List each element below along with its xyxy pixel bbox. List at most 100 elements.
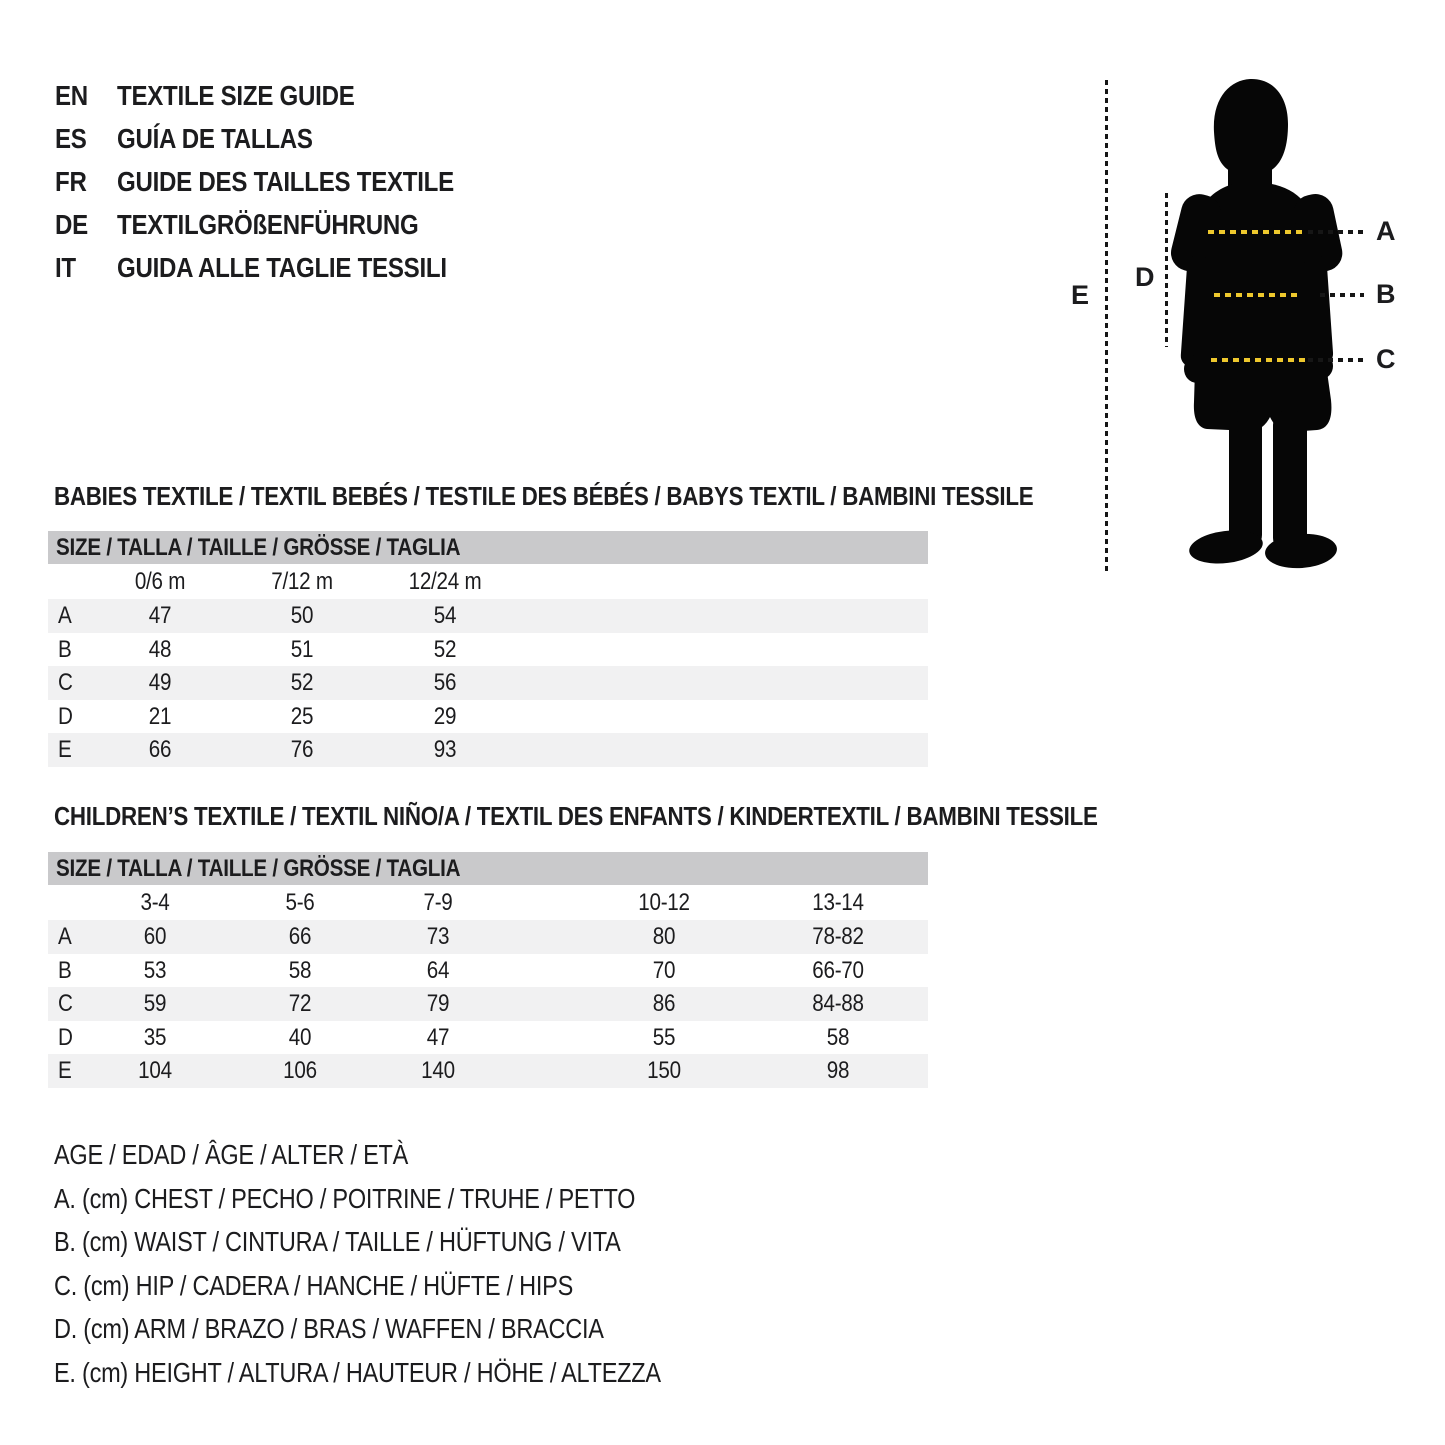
language-code: IT (55, 251, 76, 283)
table-cell: 140 (421, 1057, 455, 1084)
table-cell: 86 (652, 990, 676, 1017)
waist-leader-line-b (1320, 293, 1364, 297)
table-cell: 47 (148, 602, 172, 629)
table-cell: 52 (433, 635, 457, 663)
legend-arm: D. (cm) ARM / BRAZO / BRAS / WAFFEN / BR… (54, 1313, 604, 1345)
row-label: D (58, 1023, 73, 1051)
table-cell: 78-82 (812, 923, 864, 950)
column-header: 0/6 m (134, 568, 186, 595)
table-cell: 98 (826, 1057, 850, 1084)
row-label: E (58, 1057, 72, 1084)
table-row-e: E 104 106 140 150 98 (48, 1054, 928, 1088)
table-cell: 35 (143, 1023, 167, 1051)
table-cell: 106 (283, 1057, 317, 1084)
table-cell: 59 (143, 990, 167, 1017)
chest-leader-line-a (1308, 230, 1364, 234)
table-cell: 52 (290, 669, 314, 696)
table-row-c: C 49 52 56 (48, 666, 928, 700)
table-cell: 93 (433, 736, 457, 763)
table-cell: 58 (826, 1023, 850, 1051)
chest-dash-line-a (1208, 230, 1302, 234)
hip-leader-line-c (1308, 358, 1364, 362)
table-cell: 56 (433, 669, 457, 696)
table-cell: 21 (148, 702, 172, 730)
figure-label-d: D (1135, 262, 1155, 292)
table-cell: 73 (426, 923, 450, 950)
language-row-es: ES GUÍA DE TALLAS (55, 117, 509, 160)
table-cell: 104 (138, 1057, 172, 1084)
table-cell: 70 (652, 956, 676, 984)
table-cell: 47 (426, 1023, 450, 1051)
figure-label-c: C (1376, 344, 1396, 374)
table-row-b: B 53 58 64 70 66-70 (48, 953, 928, 987)
language-code: EN (55, 79, 88, 111)
row-label: D (58, 702, 73, 730)
legend-height: E. (cm) HEIGHT / ALTURA / HAUTEUR / HÖHE… (54, 1356, 661, 1388)
guide-title-fr: GUIDE DES TAILLES TEXTILE (117, 165, 454, 197)
table-row-d: D 21 25 29 (48, 699, 928, 733)
children-section-heading: CHILDREN’S TEXTILE / TEXTIL NIÑO/A / TEX… (54, 801, 1098, 831)
table-row-c: C 59 72 79 86 84-88 (48, 987, 928, 1021)
column-header: 12/24 m (408, 568, 482, 595)
language-row-en: EN TEXTILE SIZE GUIDE (55, 74, 509, 117)
table-cell: 79 (426, 990, 450, 1017)
babies-size-table: SIZE / TALLA / TAILLE / GRÖSSE / TAGLIA … (48, 531, 928, 767)
measurement-legend: AGE / EDAD / ÂGE / ALTER / ETÀ A. (cm) C… (54, 1133, 776, 1395)
language-row-de: DE TEXTILGRÖßENFÜHRUNG (55, 203, 509, 246)
guide-title-es: GUÍA DE TALLAS (117, 122, 313, 154)
children-size-table: SIZE / TALLA / TAILLE / GRÖSSE / TAGLIA … (48, 852, 928, 1088)
table-cell: 25 (290, 702, 314, 730)
row-label: E (58, 736, 72, 763)
table-cell: 72 (288, 990, 312, 1017)
guide-title-de: TEXTILGRÖßENFÜHRUNG (117, 208, 419, 240)
language-row-it: IT GUIDA ALLE TAGLIE TESSILI (55, 246, 509, 289)
row-label: C (58, 990, 73, 1017)
table-cell: 55 (652, 1023, 676, 1051)
table-cell: 66 (148, 736, 172, 763)
table-cell: 60 (143, 923, 167, 950)
column-header: 7-9 (423, 889, 453, 916)
table-cell: 84-88 (812, 990, 864, 1017)
language-code: ES (55, 122, 87, 154)
table-row-a: A 47 50 54 (48, 599, 928, 633)
figure-label-a: A (1376, 216, 1396, 246)
language-title-list: EN TEXTILE SIZE GUIDE ES GUÍA DE TALLAS … (55, 74, 509, 289)
table-cell: 54 (433, 602, 457, 629)
column-header: 3-4 (140, 889, 170, 916)
row-label: B (58, 635, 72, 663)
figure-label-e: E (1071, 280, 1090, 310)
babies-column-headers: 0/6 m 7/12 m 12/24 m (48, 564, 928, 599)
row-label: B (58, 956, 72, 984)
legend-age: AGE / EDAD / ÂGE / ALTER / ETÀ (54, 1139, 409, 1170)
table-cell: 29 (433, 702, 457, 730)
hip-dash-line-c (1211, 358, 1306, 362)
column-header: 5-6 (285, 889, 315, 916)
table-row-e: E 66 76 93 (48, 733, 928, 767)
table-cell: 64 (426, 956, 450, 984)
language-code: FR (55, 165, 87, 197)
table-cell: 40 (288, 1023, 312, 1051)
row-label: A (58, 602, 72, 629)
legend-hip: C. (cm) HIP / CADERA / HANCHE / HÜFTE / … (54, 1269, 574, 1301)
table-cell: 66-70 (812, 956, 864, 984)
legend-chest: A. (cm) CHEST / PECHO / POITRINE / TRUHE… (54, 1182, 636, 1214)
table-cell: 50 (290, 602, 314, 629)
table-row-a: A 60 66 73 80 78-82 (48, 920, 928, 954)
child-silhouette-graphic (1170, 78, 1343, 569)
language-row-fr: FR GUIDE DES TAILLES TEXTILE (55, 160, 509, 203)
guide-title-en: TEXTILE SIZE GUIDE (117, 79, 355, 111)
row-label: C (58, 669, 73, 696)
table-cell: 48 (148, 635, 172, 663)
table-row-d: D 35 40 47 55 58 (48, 1020, 928, 1054)
column-header: 10-12 (638, 889, 690, 916)
table-cell: 76 (290, 736, 314, 763)
table-cell: 58 (288, 956, 312, 984)
size-header-bar: SIZE / TALLA / TAILLE / GRÖSSE / TAGLIA (48, 531, 928, 564)
arm-measure-line-d (1165, 193, 1168, 347)
guide-title-it: GUIDA ALLE TAGLIE TESSILI (117, 251, 447, 283)
figure-label-b: B (1376, 279, 1396, 309)
legend-waist: B. (cm) WAIST / CINTURA / TAILLE / HÜFTU… (54, 1226, 621, 1258)
size-header-bar: SIZE / TALLA / TAILLE / GRÖSSE / TAGLIA (48, 852, 928, 885)
table-cell: 49 (148, 669, 172, 696)
